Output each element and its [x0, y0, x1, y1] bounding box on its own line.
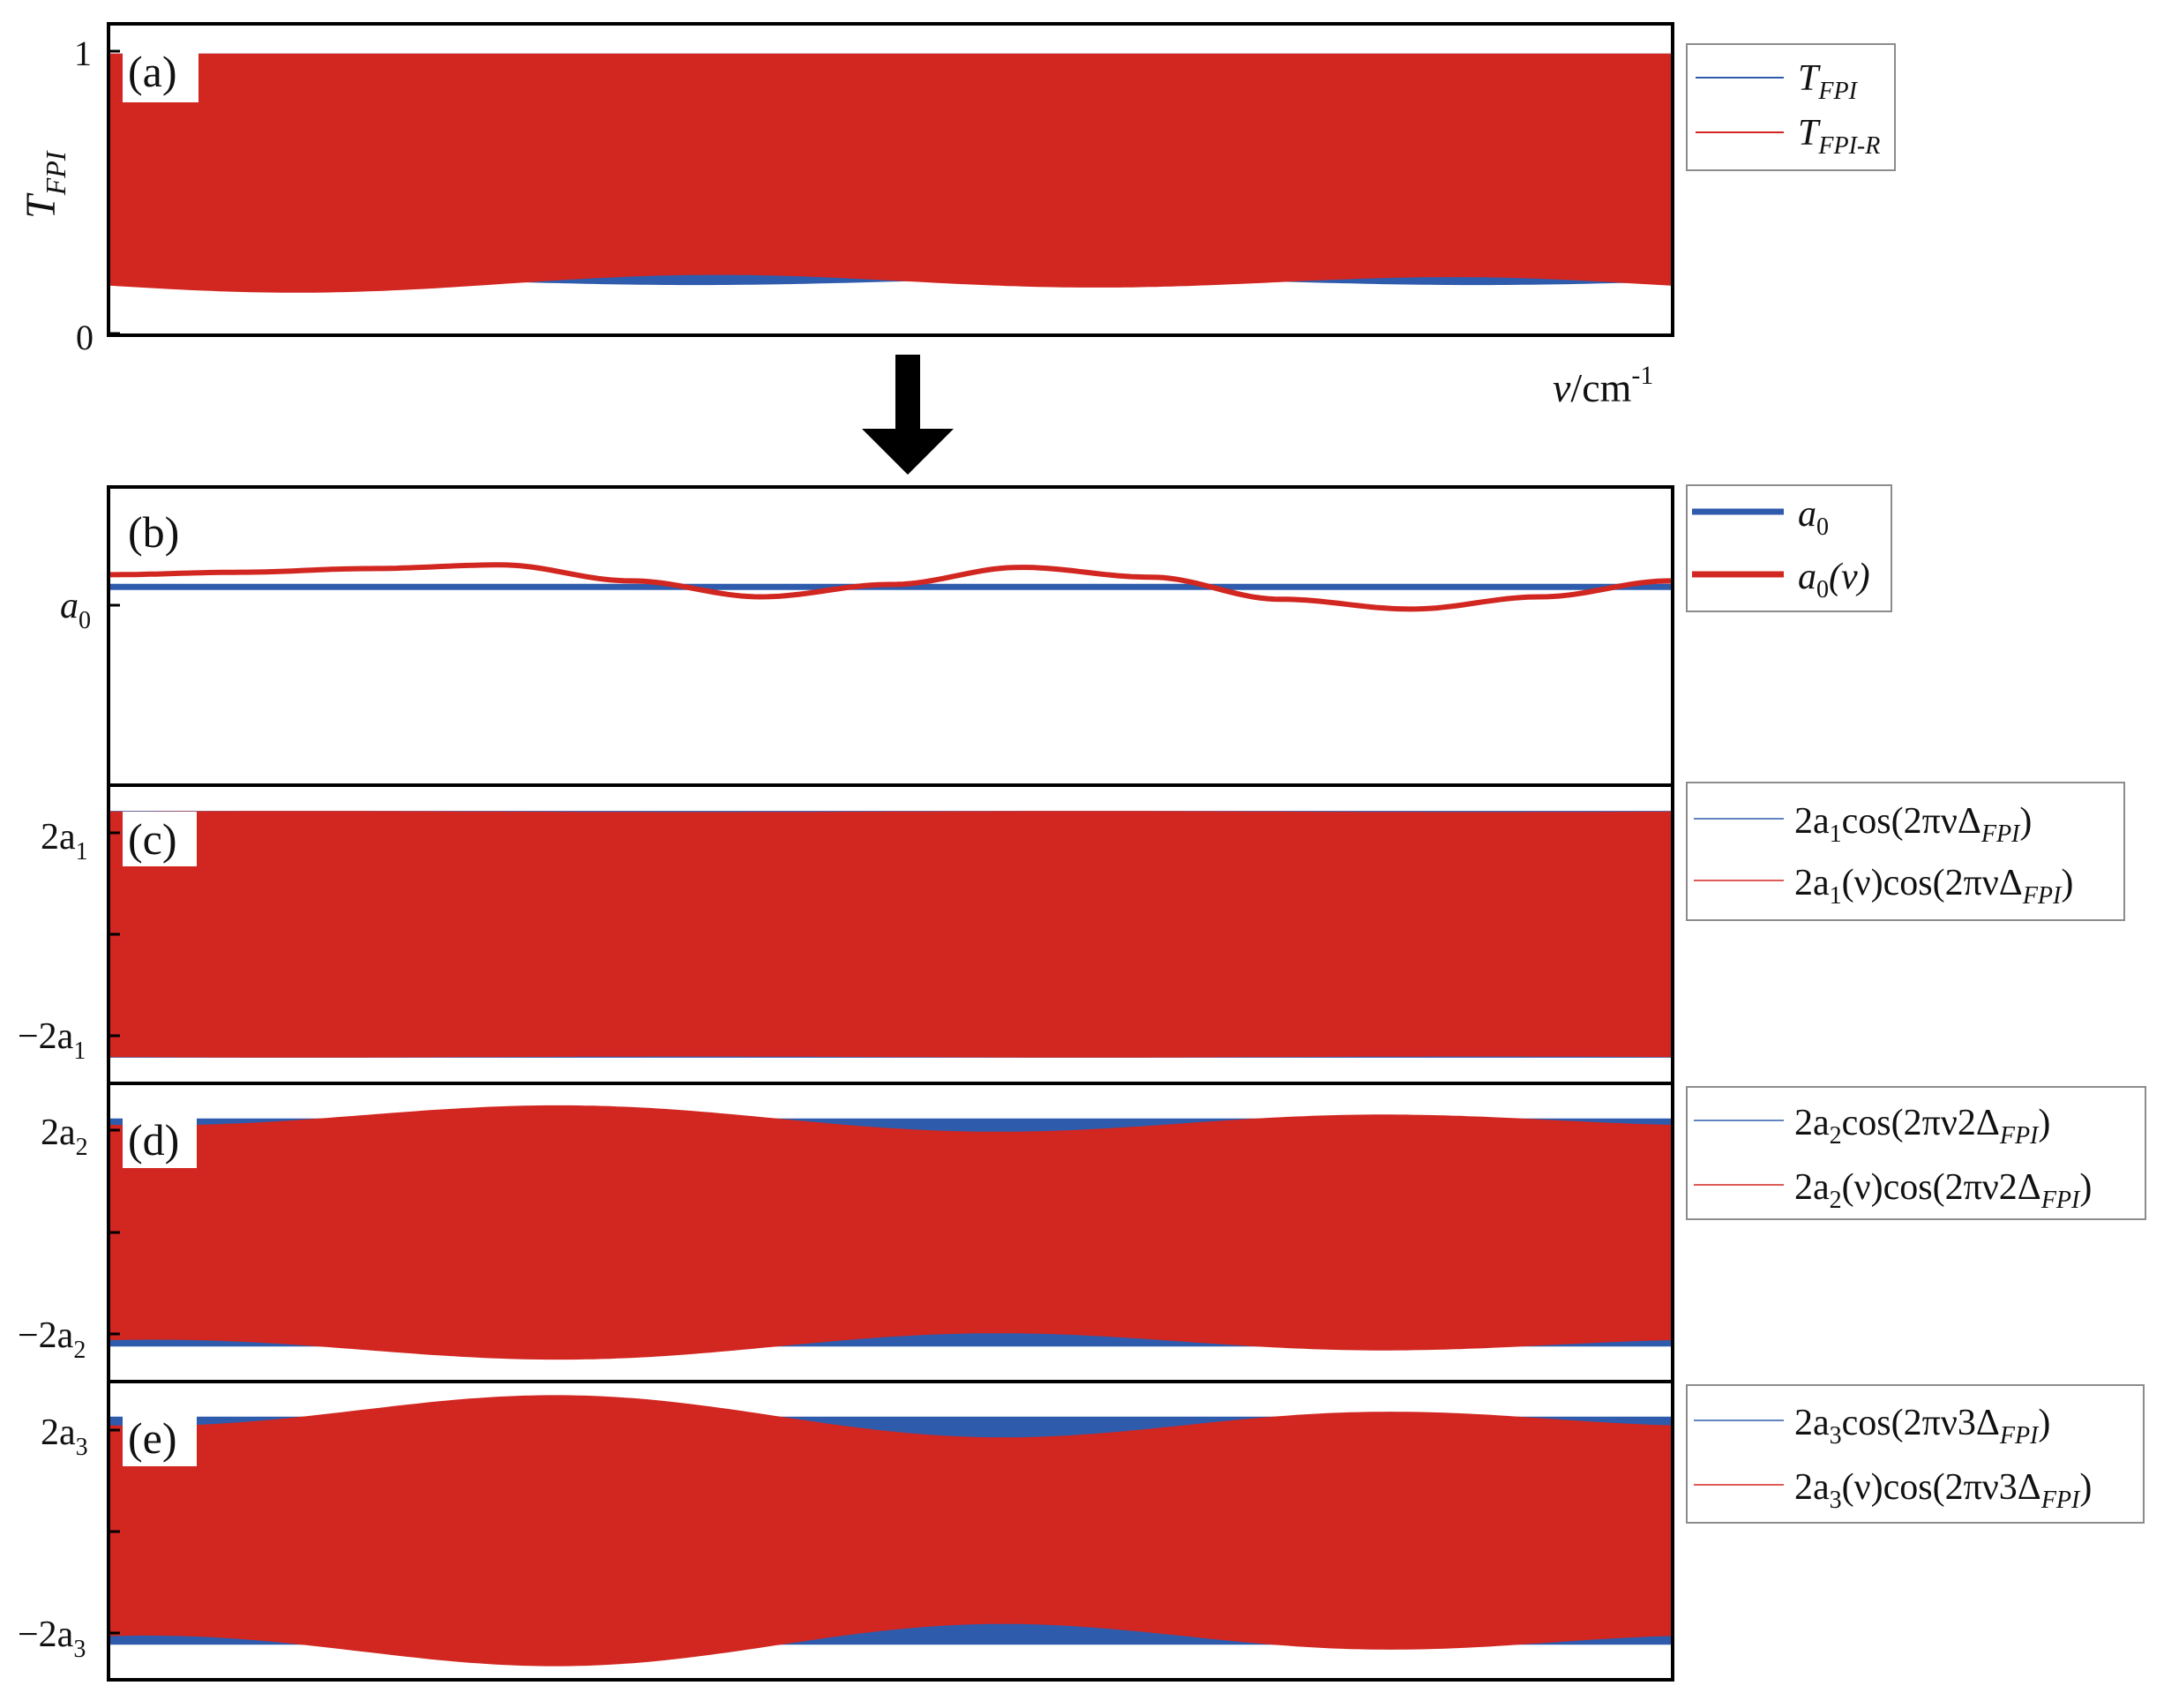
panel-e-plot: [110, 1395, 1671, 1667]
legend-b: a0 a0(ν): [1686, 484, 1892, 612]
panel-label-c-text: (c): [128, 814, 177, 864]
ytick-d-top: 2a2: [41, 1112, 88, 1161]
legend-c-item-2: 2a1(ν)cos(2πνΔFPI): [1794, 863, 2073, 910]
ylabel-a: TFPI: [18, 150, 71, 219]
panel-label-d: (d): [123, 1113, 197, 1168]
legend-b-item-2: a0(ν): [1798, 557, 1870, 603]
panel-a-frame: [107, 22, 1674, 337]
panel-label-d-text: (d): [128, 1115, 179, 1165]
ytick-a-1: 1: [74, 34, 92, 73]
y-ticks: [109, 49, 120, 1635]
legend-e-item-2: 2a3(ν)cos(2πν3ΔFPI): [1794, 1467, 2092, 1514]
legend-c: 2a1cos(2πνΔFPI) 2a1(ν)cos(2πνΔFPI): [1686, 782, 2125, 921]
panel-label-e: (e): [123, 1412, 197, 1466]
ytick-b-a0: a0: [60, 586, 91, 634]
ytick-d-bottom: −2a2: [18, 1315, 86, 1364]
series-c-red-band: [110, 811, 1671, 1058]
legend-b-item-1: a0: [1798, 494, 1829, 541]
legend-e-item-1: 2a3cos(2πν3ΔFPI): [1794, 1403, 2050, 1450]
legend-a-item-2: TFPI-R: [1798, 113, 1880, 160]
series-d-red-band: [110, 1105, 1671, 1360]
panel-label-c: (c): [123, 812, 197, 866]
legend-d-item-2: 2a2(ν)cos(2πν2ΔFPI): [1794, 1167, 2092, 1214]
panel-label-b: (b): [128, 507, 179, 557]
series-a-tfpi-r-band: [110, 53, 1671, 293]
legend-c-item-1: 2a1cos(2πνΔFPI): [1794, 801, 2032, 848]
ytick-a-0: 0: [76, 318, 94, 357]
legend-a: TFPI TFPI-R: [1686, 43, 1896, 171]
panel-b-frame: [107, 485, 1674, 787]
panel-b-plot: [110, 562, 1672, 612]
ytick-c-top: 2a1: [41, 817, 88, 865]
ytick-e-bottom: −2a3: [18, 1614, 86, 1663]
panel-d-plot: [110, 1105, 1671, 1360]
panel-a-plot: [110, 53, 1671, 293]
legend-e: 2a3cos(2πν3ΔFPI) 2a3(ν)cos(2πν3ΔFPI): [1686, 1384, 2145, 1524]
legend-d: 2a2cos(2πν2ΔFPI) 2a2(ν)cos(2πν2ΔFPI): [1686, 1086, 2146, 1220]
series-b-a0-nu-line: [110, 562, 1672, 612]
series-e-red-band: [110, 1395, 1671, 1667]
xlabel-a: ν/cm-1: [1553, 361, 1653, 410]
panel-label-a: (a): [123, 42, 198, 102]
panel-label-e-text: (e): [128, 1413, 177, 1463]
ytick-e-top: 2a3: [41, 1412, 88, 1461]
panel-c-plot: [110, 811, 1671, 1058]
legend-a-item-1: TFPI: [1798, 58, 1859, 105]
ytick-c-bottom: −2a1: [18, 1016, 86, 1065]
down-arrow-icon: [862, 355, 954, 475]
legend-d-item-1: 2a2cos(2πν2ΔFPI): [1794, 1103, 2050, 1150]
panel-label-a-text: (a): [128, 47, 177, 96]
